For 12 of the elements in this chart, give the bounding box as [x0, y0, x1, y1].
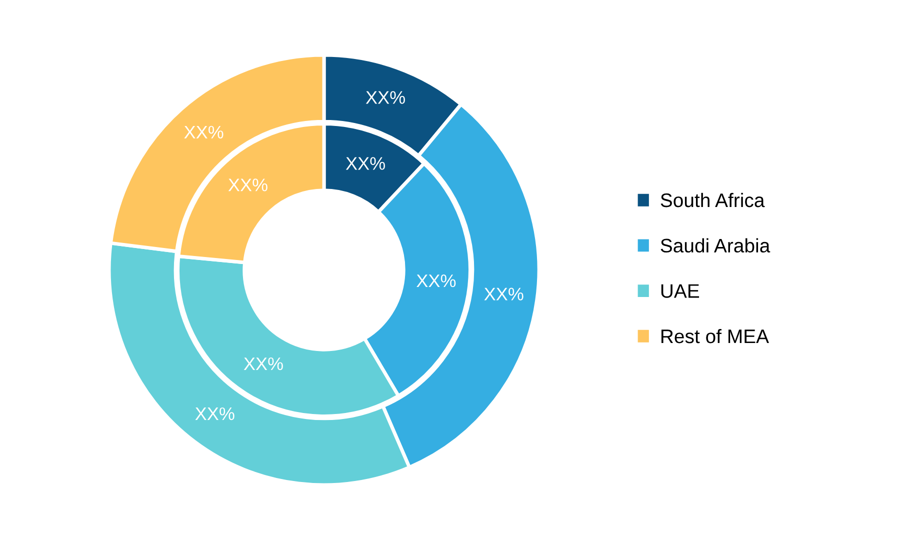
legend-label: UAE: [661, 284, 700, 298]
legend-label: Rest of MEA: [661, 328, 769, 344]
data-label: XX%: [416, 274, 456, 288]
data-label: XX%: [228, 178, 268, 192]
legend-label: Saudi Arabia: [660, 238, 770, 253]
data-label: XX%: [346, 157, 385, 170]
data-label: XX%: [195, 407, 234, 420]
data-label: XX%: [484, 288, 524, 300]
data-label: XX%: [184, 126, 224, 138]
data-label: XX%: [244, 357, 283, 370]
data-label: XX%: [366, 91, 405, 104]
legend-label: South Africa: [660, 192, 765, 208]
